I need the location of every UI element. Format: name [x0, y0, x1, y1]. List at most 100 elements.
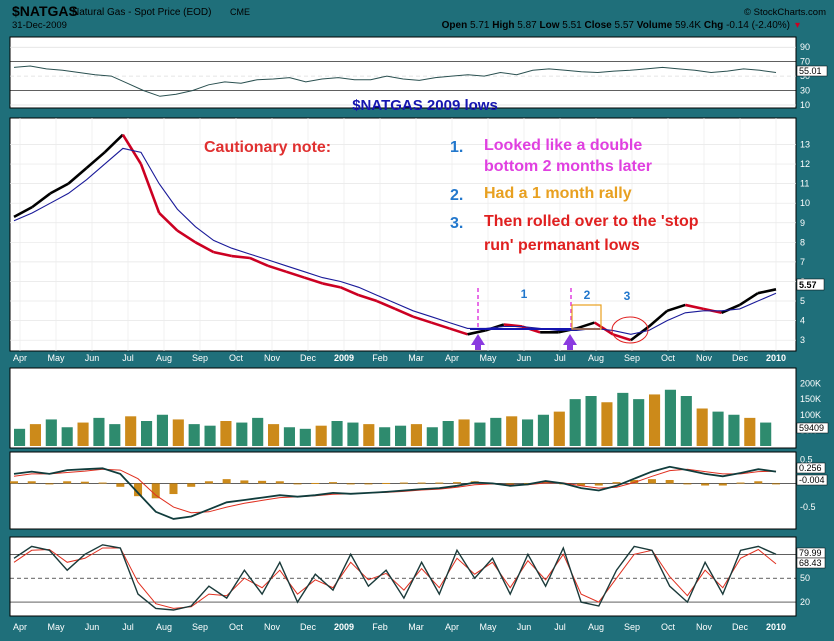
volume-bar — [617, 392, 629, 446]
macd-histogram-bar — [754, 481, 763, 484]
macd-histogram-bar — [169, 483, 178, 495]
x-tick-label: Oct — [229, 622, 244, 632]
price-bar-segment — [376, 299, 396, 311]
x-tick-label: 2009 — [334, 353, 354, 363]
stoch-d-value-box — [796, 557, 826, 569]
x-tick-label: Sep — [624, 353, 640, 363]
price-bar-segment — [303, 276, 323, 285]
chart-date: 31-Dec-2009 — [12, 20, 67, 31]
price-bar-segment — [322, 282, 341, 289]
x-tick-label: Aug — [588, 622, 604, 632]
x-tick-label: May — [479, 353, 497, 363]
macd-histogram-bar — [736, 482, 745, 484]
rsi-panel — [9, 36, 797, 109]
x-tick-label: Nov — [696, 622, 713, 632]
note-text: Then rolled over to the 'stop — [484, 213, 699, 230]
macd-histogram-bar — [10, 481, 18, 484]
price-bar-segment — [194, 241, 215, 254]
stoch-tick-label: 20 — [800, 597, 810, 607]
macd-histogram-bar — [204, 481, 213, 484]
x-tick-label: Sep — [624, 622, 640, 632]
x-tick-label: Apr — [445, 353, 459, 363]
volume-bar — [537, 414, 549, 446]
volume-bar — [109, 424, 121, 446]
price-last-value-box — [796, 278, 825, 291]
stat-value: 5.71 — [470, 20, 490, 31]
price-bar-segment — [648, 309, 668, 328]
price-tick-label: 3 — [800, 335, 805, 345]
x-tick-label: Jun — [517, 353, 532, 363]
caution-note: Cautionary note: — [204, 139, 331, 156]
price-bar-segment — [467, 329, 486, 336]
volume-bar — [283, 427, 295, 446]
volume-bar — [45, 419, 57, 446]
stat-value: -0.14 (-2.40%) — [726, 20, 790, 31]
rsi-last-value-box — [796, 65, 828, 77]
volume-bar — [299, 428, 311, 446]
marker-label: 2 — [584, 288, 591, 302]
note-text: Had a 1 month rally — [484, 185, 632, 202]
macd-histogram-bar — [134, 483, 143, 497]
stoch-tick-label: 50 — [800, 573, 810, 583]
x-tick-label: Jul — [554, 353, 566, 363]
volume-bar — [601, 402, 613, 446]
stat-label: Close — [582, 20, 615, 31]
volume-bar — [712, 411, 724, 446]
price-tick-label: 11 — [800, 179, 809, 189]
x-tick-label: Sep — [192, 353, 208, 363]
volume-bar — [553, 411, 565, 446]
macd-histogram-bar — [275, 481, 284, 484]
volume-bar — [569, 399, 581, 446]
price-tick-label: 13 — [800, 139, 810, 149]
macd-histogram-bar — [701, 483, 710, 486]
macd-histogram-bar — [665, 479, 674, 484]
volume-bar — [474, 422, 486, 446]
price-tick-label: 7 — [800, 257, 805, 267]
price-tick-label: 5 — [800, 296, 805, 306]
watermark: © StockCharts.com — [744, 7, 826, 18]
volume-bar — [29, 424, 41, 446]
volume-bar — [585, 396, 597, 446]
volume-bar — [363, 424, 375, 446]
macd-histogram-bar — [222, 479, 231, 484]
macd-histogram-bar — [346, 483, 355, 485]
macd-histogram-bar — [435, 482, 444, 484]
macd-histogram-bar — [594, 483, 603, 486]
macd-histogram-bar — [612, 482, 621, 484]
volume-plot — [14, 389, 772, 446]
price-bar-segment — [85, 151, 106, 169]
price-bar-segment — [612, 333, 632, 342]
volume-bar — [252, 417, 264, 446]
macd-tick-label: -0.5 — [800, 502, 816, 512]
stat-label: Open — [442, 20, 470, 31]
volume-bar — [204, 425, 216, 446]
price-bar-segment — [576, 321, 595, 330]
price-bar-segment — [721, 303, 741, 314]
stat-label: Volume — [634, 20, 675, 31]
macd-histogram-bar — [772, 483, 780, 485]
x-tick-label: Jun — [85, 353, 100, 363]
price-bar-segment — [13, 205, 33, 219]
x-tick-label: Apr — [13, 622, 27, 632]
arrow-stem — [475, 345, 481, 350]
macd-histogram-bar — [382, 482, 391, 484]
rsi-tick-label: 90 — [800, 42, 810, 52]
arrow-stem — [567, 345, 573, 350]
stoch-panel — [9, 536, 797, 617]
volume-bar — [696, 408, 708, 446]
axis-labels: 907050301055.01345678910111213AprAprMayM… — [13, 42, 829, 632]
volume-bar — [14, 428, 26, 446]
x-tick-label: Apr — [445, 622, 459, 632]
x-tick-label: Dec — [732, 622, 749, 632]
stat-value: 5.57 — [615, 20, 635, 31]
price-bar-segment — [139, 163, 161, 214]
instrument-name: Natural Gas - Spot Price (EOD) — [72, 7, 211, 18]
x-tick-label: Dec — [732, 353, 749, 363]
volume-bar — [268, 424, 280, 446]
price-bar-segment — [121, 134, 143, 165]
price-bar-segment — [630, 325, 650, 342]
price-tick-label: 12 — [800, 159, 810, 169]
volume-last-value: 59409 — [799, 423, 824, 433]
